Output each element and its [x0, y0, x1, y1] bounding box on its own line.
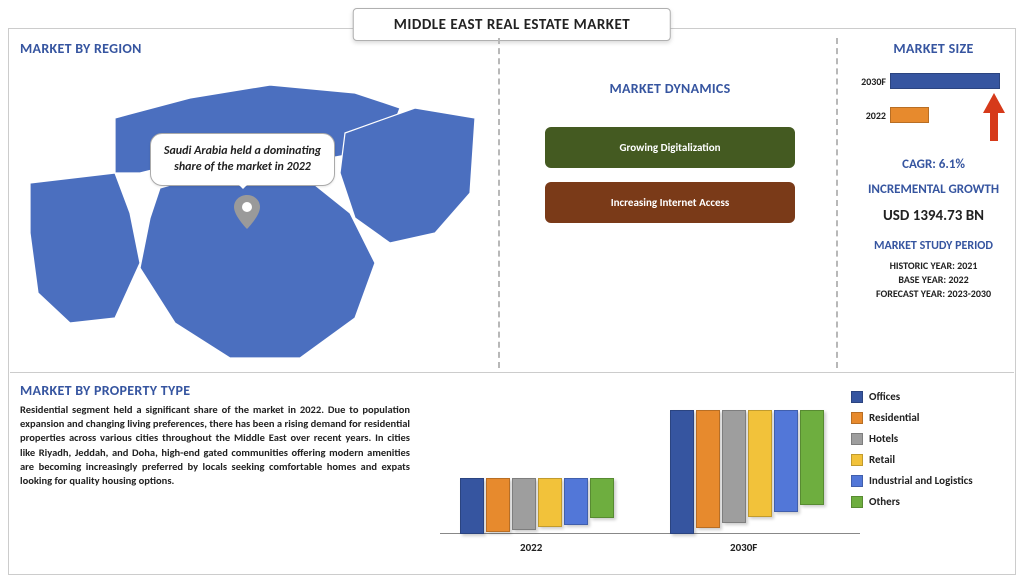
legend-label: Offices: [869, 390, 900, 403]
bar-2030F-others: [800, 410, 824, 504]
dynamics-badge-digitalization: Growing Digitalization: [545, 127, 795, 168]
study-period-details: HISTORIC YEAR: 2021BASE YEAR: 2022FORECA…: [856, 259, 1011, 301]
dynamics-badge-internet: Increasing Internet Access: [545, 182, 795, 223]
market-dynamics-heading: MARKET DYNAMICS: [520, 80, 820, 97]
bar-2030F-industrial-and-logistics: [774, 410, 798, 511]
bar-2022-retail: [538, 478, 562, 527]
market-dynamics-section: MARKET DYNAMICS Growing Digitalization I…: [520, 80, 820, 237]
bar-2022-others: [590, 478, 614, 518]
legend-item-residential: Residential: [851, 411, 1006, 424]
size-bar-2030f: 2030F: [856, 71, 1011, 91]
map-pin-icon: [234, 195, 260, 229]
legend-swatch: [851, 475, 863, 487]
cagr-value: CAGR: 6.1%: [856, 157, 1011, 172]
market-by-region-heading: MARKET BY REGION: [20, 40, 480, 57]
legend-item-industrial-and-logistics: Industrial and Logistics: [851, 474, 1006, 487]
page-title-banner: MIDDLE EAST REAL ESTATE MARKET: [353, 8, 671, 41]
property-type-heading: MARKET BY PROPERTY TYPE: [20, 382, 410, 399]
legend-label: Others: [869, 495, 900, 508]
vertical-divider-2: [836, 38, 838, 368]
legend-item-retail: Retail: [851, 453, 1006, 466]
size-bar-2030f-bar: [890, 73, 1000, 89]
incremental-growth-heading: INCREMENTAL GROWTH: [856, 182, 1011, 197]
legend-label: Hotels: [869, 432, 898, 445]
legend-swatch: [851, 433, 863, 445]
legend-swatch: [851, 454, 863, 466]
legend-item-others: Others: [851, 495, 1006, 508]
group-label-2022: 2022: [520, 541, 542, 554]
study-period-heading: MARKET STUDY PERIOD: [856, 239, 1011, 253]
middle-east-map: Saudi Arabia held a dominating share of …: [20, 63, 480, 363]
property-type-text-block: MARKET BY PROPERTY TYPE Residential segm…: [20, 382, 410, 488]
page-title: MIDDLE EAST REAL ESTATE MARKET: [394, 16, 630, 34]
bar-2030F-retail: [748, 410, 772, 517]
property-type-paragraph: Residential segment held a significant s…: [20, 403, 410, 488]
legend-label: Retail: [869, 453, 895, 466]
bar-2030F-offices: [670, 410, 694, 534]
market-size-section: MARKET SIZE 2030F 2022 CAGR: 6.1% INCREM…: [856, 40, 1011, 301]
legend-label: Residential: [869, 411, 919, 424]
market-by-region-section: MARKET BY REGION Saudi Arabia held a dom…: [20, 40, 480, 363]
horizontal-divider: [10, 372, 1014, 373]
legend-item-offices: Offices: [851, 390, 1006, 403]
property-type-bar-chart: 2022 2030F: [440, 388, 860, 558]
market-size-bar-chart: 2030F 2022: [856, 63, 1011, 153]
property-chart-legend: Offices Residential Hotels Retail Industrial…: [851, 390, 1006, 516]
bar-2022-hotels: [512, 478, 536, 530]
legend-item-hotels: Hotels: [851, 432, 1006, 445]
bar-2030F-residential: [696, 410, 720, 528]
size-bar-2022-bar: [890, 107, 929, 123]
legend-swatch: [851, 496, 863, 508]
incremental-growth-value: USD 1394.73 BN: [856, 207, 1011, 225]
group-label-2030F: 2030F: [730, 541, 757, 554]
legend-swatch: [851, 412, 863, 424]
region-callout: Saudi Arabia held a dominating share of …: [150, 133, 335, 186]
bar-2030F-hotels: [722, 410, 746, 522]
legend-swatch: [851, 391, 863, 403]
bar-2022-industrial-and-logistics: [564, 478, 588, 525]
vertical-divider-1: [498, 38, 500, 368]
bar-group-2022: [460, 478, 614, 534]
bar-2022-residential: [486, 478, 510, 532]
legend-label: Industrial and Logistics: [869, 474, 973, 487]
growth-arrow-icon: [983, 93, 1005, 141]
market-size-heading: MARKET SIZE: [856, 40, 1011, 57]
bar-group-2030F: [670, 410, 824, 534]
bar-2022-offices: [460, 478, 484, 534]
